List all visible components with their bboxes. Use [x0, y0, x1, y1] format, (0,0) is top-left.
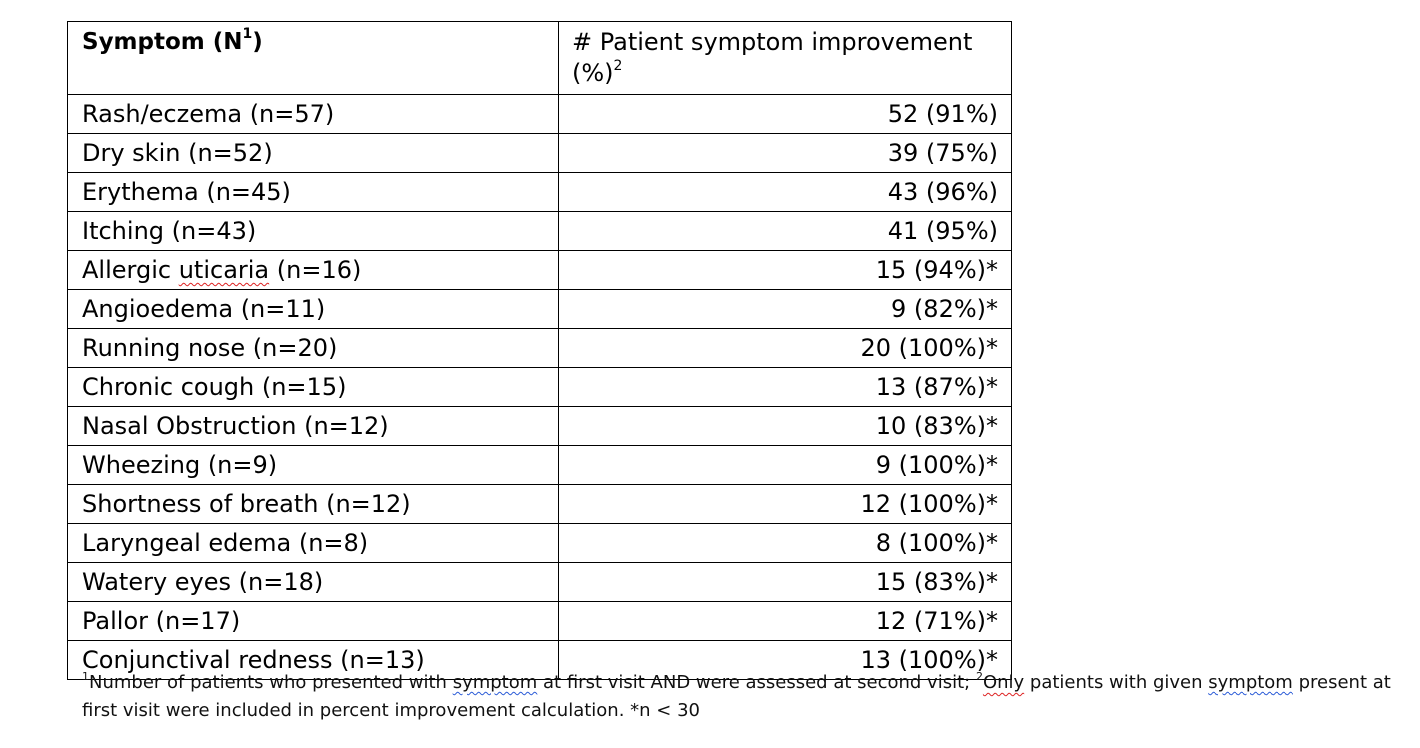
table-row: Angioedema (n=11) 9 (82%)* [67, 289, 1012, 329]
symptom-cell: Itching (n=43) [67, 211, 559, 251]
table-row: Laryngeal edema (n=8) 8 (100%)* [67, 523, 1012, 563]
table-row: Allergic uticaria (n=16) 15 (94%)* [67, 250, 1012, 290]
table-footnote: 1Number of patients who presented with s… [82, 670, 1391, 721]
table-row: Pallor (n=17) 12 (71%)* [67, 601, 1012, 641]
improvement-cell: 43 (96%) [558, 172, 1012, 212]
improvement-cell: 10 (83%)* [558, 406, 1012, 446]
footnote-marker-1: 1 [82, 670, 89, 683]
improvement-cell: 13 (87%)* [558, 367, 1012, 407]
improvement-cell: 20 (100%)* [558, 328, 1012, 368]
superscript-2: 2 [613, 58, 623, 74]
table-row: Watery eyes (n=18) 15 (83%)* [67, 562, 1012, 602]
symptom-cell: Rash/eczema (n=57) [67, 94, 559, 134]
improvement-cell: 41 (95%) [558, 211, 1012, 251]
improvement-cell: 9 (100%)* [558, 445, 1012, 485]
table-header-row: Symptom (N1) # Patient symptom improveme… [67, 21, 1012, 95]
symptom-cell: Dry skin (n=52) [67, 133, 559, 173]
symptom-cell: Laryngeal edema (n=8) [67, 523, 559, 563]
spelling-flag-only: Only [982, 672, 1025, 693]
table-row: Erythema (n=45) 43 (96%) [67, 172, 1012, 212]
symptom-cell: Nasal Obstruction (n=12) [67, 406, 559, 446]
table-row: Chronic cough (n=15) 13 (87%)* [67, 367, 1012, 407]
table-row: Itching (n=43) 41 (95%) [67, 211, 1012, 251]
improvement-cell: 13 (100%)* [558, 640, 1012, 680]
symptom-cell: Pallor (n=17) [67, 601, 559, 641]
table-row: Conjunctival redness (n=13) 13 (100%)* [67, 640, 1012, 680]
improvement-cell: 8 (100%)* [558, 523, 1012, 563]
improvement-cell: 39 (75%) [558, 133, 1012, 173]
table-row: Dry skin (n=52) 39 (75%) [67, 133, 1012, 173]
table-row: Shortness of breath (n=12) 12 (100%)* [67, 484, 1012, 524]
symptom-cell: Running nose (n=20) [67, 328, 559, 368]
improvement-cell: 12 (100%)* [558, 484, 1012, 524]
footnote-marker-2: 2 [975, 670, 983, 683]
improvement-cell: 52 (91%) [558, 94, 1012, 134]
symptom-cell: Watery eyes (n=18) [67, 562, 559, 602]
symptom-cell: Erythema (n=45) [67, 172, 559, 212]
table-row: Wheezing (n=9) 9 (100%)* [67, 445, 1012, 485]
symptom-cell: Allergic uticaria (n=16) [67, 250, 559, 290]
spelling-flag-word: uticaria [178, 256, 270, 284]
symptom-cell: Chronic cough (n=15) [67, 367, 559, 407]
table-row: Nasal Obstruction (n=12) 10 (83%)* [67, 406, 1012, 446]
improvement-cell: 15 (94%)* [558, 250, 1012, 290]
improvement-cell: 15 (83%)* [558, 562, 1012, 602]
symptom-cell: Conjunctival redness (n=13) [67, 640, 559, 680]
symptom-improvement-table: Symptom (N1) # Patient symptom improveme… [67, 21, 1012, 680]
improvement-cell: 9 (82%)* [558, 289, 1012, 329]
table-row: Running nose (n=20) 20 (100%)* [67, 328, 1012, 368]
symptom-cell: Shortness of breath (n=12) [67, 484, 559, 524]
symptom-cell: Angioedema (n=11) [67, 289, 559, 329]
grammar-flag-symptom: symptom [452, 672, 538, 693]
grammar-flag-symptom-2: symptom [1208, 672, 1293, 693]
table-body: Rash/eczema (n=57) 52 (91%) Dry skin (n=52… [67, 94, 1012, 680]
improvement-cell: 12 (71%)* [558, 601, 1012, 641]
superscript-1: 1 [242, 26, 253, 43]
symptom-column-header: Symptom (N1) [67, 21, 559, 95]
symptom-cell: Wheezing (n=9) [67, 445, 559, 485]
improvement-column-header: # Patient symptom improvement (%)2 [558, 21, 1012, 95]
table-row: Rash/eczema (n=57) 52 (91%) [67, 94, 1012, 134]
